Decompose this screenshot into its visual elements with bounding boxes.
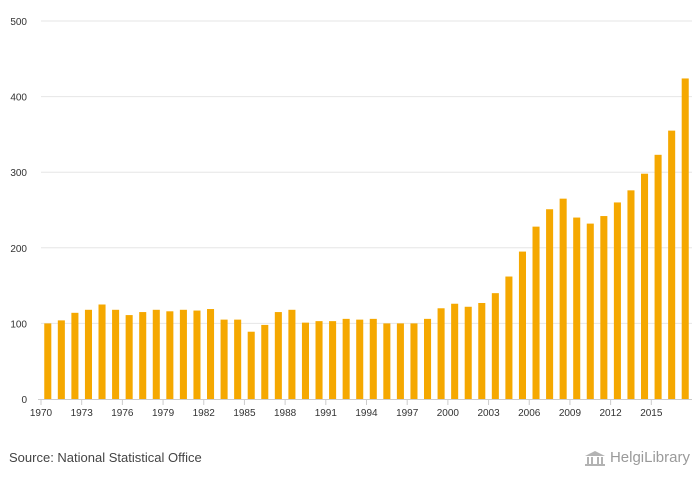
x-tick-label: 1982 (193, 408, 216, 419)
bar (44, 323, 52, 399)
bar (139, 312, 147, 399)
bar (84, 309, 92, 399)
x-tick-label: 2009 (559, 408, 582, 419)
x-tick-label: 1994 (355, 408, 378, 419)
x-tick-label: 1997 (396, 408, 419, 419)
bar (396, 323, 404, 399)
x-tick-label: 1988 (274, 408, 297, 419)
x-tick-label: 1991 (315, 408, 338, 419)
bar (329, 321, 337, 399)
brand-logo[interactable]: HelgiLibrary (584, 449, 690, 466)
bar (179, 309, 187, 399)
bar (491, 293, 499, 399)
x-tick-label: 1985 (233, 408, 256, 419)
bar (98, 304, 106, 399)
bar (207, 309, 215, 399)
y-tick-label: 500 (10, 17, 27, 28)
bar (261, 324, 269, 399)
y-tick-label: 200 (10, 244, 27, 255)
y-tick-label: 0 (21, 395, 27, 406)
bar (518, 251, 526, 399)
bar (369, 318, 377, 399)
bar (301, 322, 309, 399)
bar (505, 276, 513, 399)
brand-name: HelgiLibrary (609, 449, 690, 466)
y-tick-label: 100 (10, 319, 27, 330)
bar (573, 217, 581, 399)
bar (71, 312, 79, 399)
bar (288, 309, 296, 399)
bar-chart: 0 100 200 300 400 500 1970 1973 1976 1979 1982 1985… (10, 17, 692, 419)
x-tick-label: 2006 (518, 408, 541, 419)
bar (559, 198, 567, 399)
source-note: Source: National Statistical Office (9, 450, 202, 465)
bar (654, 154, 662, 399)
x-tick-label: 1976 (111, 408, 134, 419)
bar (546, 209, 554, 399)
bar (464, 306, 472, 399)
x-tick-label: 2003 (477, 408, 500, 419)
bar (532, 226, 540, 399)
bar (57, 320, 65, 399)
bar (451, 303, 459, 399)
bar (410, 323, 418, 399)
x-tick-label: 2012 (600, 408, 623, 419)
bar (641, 173, 649, 399)
bar (234, 319, 242, 399)
bar (152, 309, 160, 399)
library-building-icon (584, 450, 605, 466)
bar (274, 312, 282, 399)
bar (383, 323, 391, 399)
x-tick-label: 1973 (71, 408, 94, 419)
bar (247, 331, 255, 399)
bar (193, 310, 201, 399)
bar (478, 302, 486, 399)
x-tick-label: 2015 (640, 408, 663, 419)
bar (342, 318, 350, 399)
bar (356, 319, 364, 399)
bar (586, 223, 594, 399)
bar (681, 78, 689, 400)
bar (627, 190, 635, 399)
x-tick-label: 1970 (30, 408, 53, 419)
x-tick-label: 1979 (152, 408, 175, 419)
y-tick-label: 400 (10, 93, 27, 104)
bar (668, 130, 676, 399)
bar (125, 315, 133, 399)
bar (220, 319, 228, 399)
bar (424, 318, 432, 399)
bar (112, 309, 120, 399)
bar (613, 202, 621, 399)
bar (315, 321, 323, 399)
bar (166, 311, 174, 399)
y-tick-label: 300 (10, 168, 27, 179)
bar (437, 308, 445, 399)
bar (600, 216, 608, 399)
x-tick-label: 2000 (437, 408, 460, 419)
